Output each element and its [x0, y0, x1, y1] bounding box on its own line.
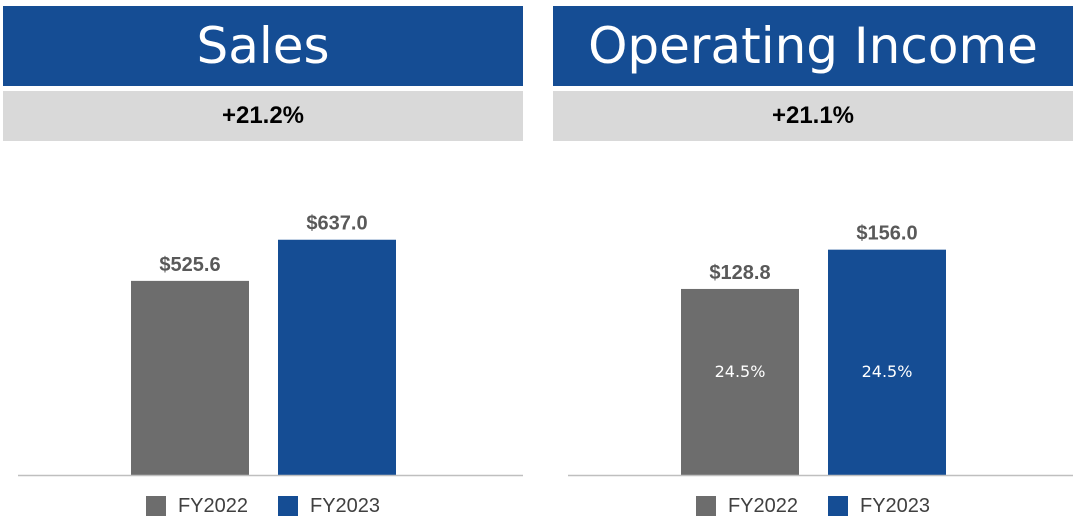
operating-income-panel: Operating Income +21.1% $128.8 24.5% $156.…	[553, 0, 1073, 525]
legend-item-fy2022: FY2022	[695, 494, 798, 518]
operating-income-bar-chart: $128.8 24.5% $156.0 24.5%	[568, 223, 1073, 477]
bar-fy2023	[278, 239, 396, 475]
data-label: $156.0	[856, 223, 917, 245]
legend-swatch	[828, 496, 848, 516]
margin-label: 24.5%	[862, 362, 913, 381]
growth-subtitle: +21.2%	[3, 91, 523, 141]
legend: FY2022 FY2023	[553, 492, 1073, 520]
chart-title: Sales	[3, 6, 523, 86]
legend-swatch	[278, 496, 298, 516]
legend-label: FY2023	[310, 494, 381, 517]
growth-subtitle: +21.1%	[553, 91, 1073, 141]
legend-swatch	[695, 496, 716, 516]
data-label: $637.0	[306, 213, 367, 235]
legend-label: FY2023	[860, 494, 931, 517]
margin-label: 24.5%	[715, 362, 766, 381]
sales-bar-chart: $525.6 $637.0	[18, 213, 523, 477]
legend-swatch	[145, 496, 166, 516]
bar-fy2023	[828, 249, 946, 475]
sales-plot: $525.6 $637.0	[3, 150, 523, 525]
chart-title: Operating Income	[553, 6, 1073, 86]
legend-item-fy2023: FY2023	[828, 495, 930, 518]
operating-income-plot: $128.8 24.5% $156.0 24.5%	[553, 150, 1073, 525]
legend-label: FY2022	[177, 494, 248, 517]
bar-fy2022	[681, 288, 799, 475]
bar-fy2022	[131, 280, 249, 475]
sales-panel: Sales +21.2% $525.6 $637.0 FY2022 FY2023	[3, 0, 523, 525]
data-label: $525.6	[159, 254, 220, 276]
legend: FY2022 FY2023	[3, 492, 523, 520]
legend-item-fy2023: FY2023	[278, 495, 380, 518]
legend-item-fy2022: FY2022	[145, 494, 248, 518]
data-label: $128.8	[709, 262, 770, 284]
legend-label: FY2022	[727, 494, 798, 517]
